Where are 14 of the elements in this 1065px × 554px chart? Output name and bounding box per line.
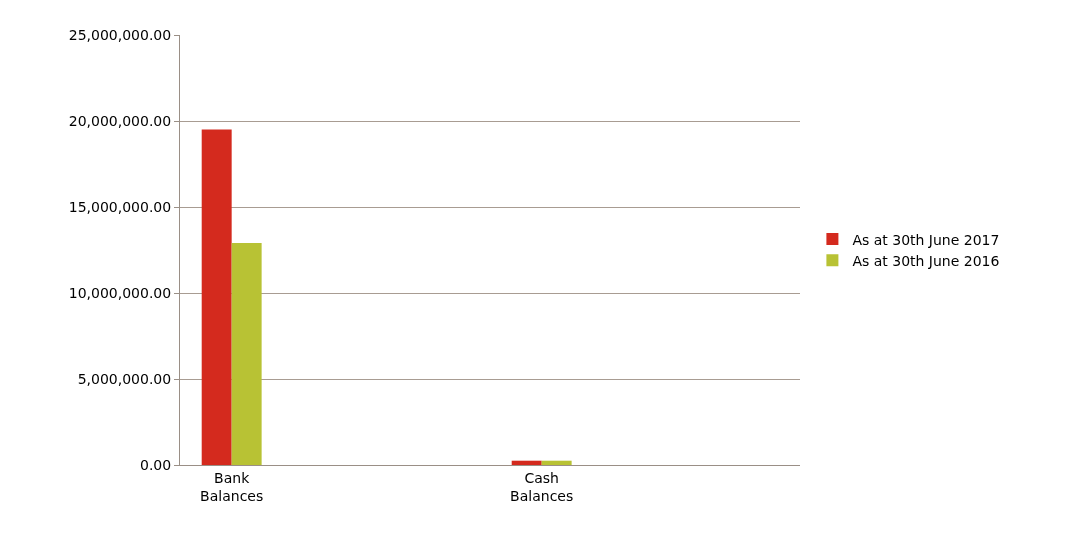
y-tick-label: 20,000,000.00: [68, 112, 172, 129]
x-tick-label: Cash Balances: [510, 469, 574, 504]
y-tick-label: 25,000,000.00: [68, 26, 172, 43]
legend-label: As at 30th June 2017: [852, 231, 1000, 248]
legend-label: As at 30th June 2016: [852, 252, 1000, 269]
bar: [201, 129, 232, 465]
y-tick-label: 10,000,000.00: [68, 284, 172, 301]
bar: [541, 460, 572, 465]
y-tick-label: 5,000,000.00: [77, 370, 172, 387]
y-tick-label: 15,000,000.00: [68, 198, 172, 215]
bar: [511, 460, 542, 465]
x-tick-label: Bank Balances: [200, 469, 264, 504]
y-tick-label: 0.00: [140, 456, 172, 473]
bar: [231, 243, 262, 465]
